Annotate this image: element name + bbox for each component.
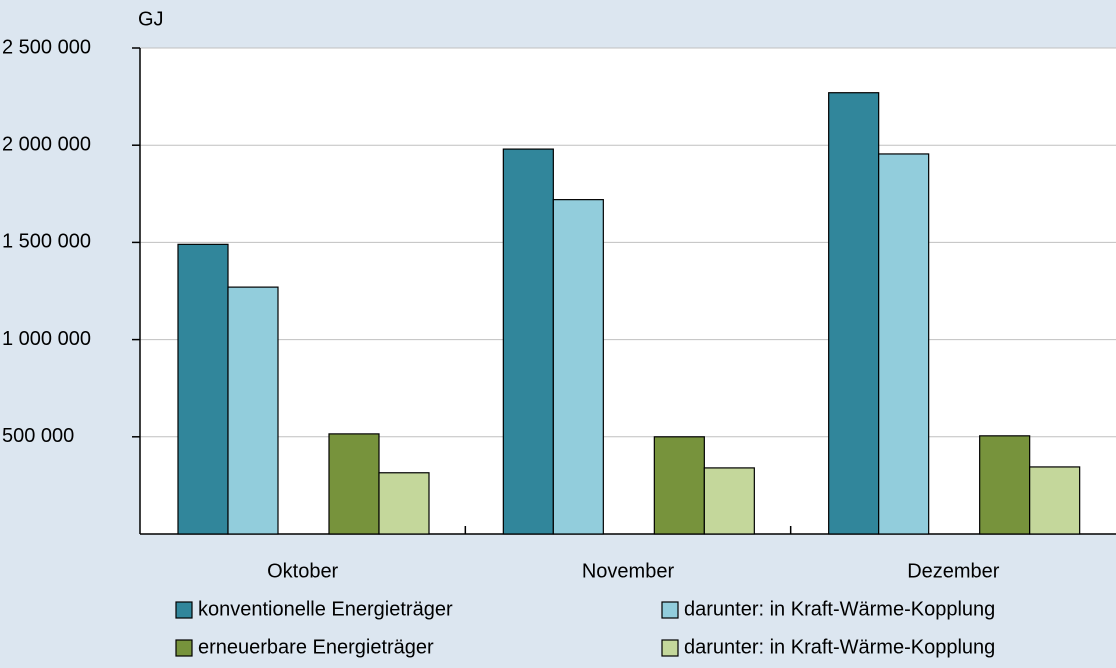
bar [177, 243, 229, 535]
y-tick-label: 1 000 000 [2, 328, 91, 350]
plot-area [140, 48, 1116, 534]
bar [653, 436, 705, 535]
bar [878, 153, 930, 535]
legend-swatch [175, 639, 193, 657]
x-tick-label: November [582, 560, 675, 582]
legend-label: darunter: in Kraft-Wärme-Kopplung [684, 636, 995, 658]
y-tick-label: 2 000 000 [2, 133, 91, 155]
legend-label: darunter: in Kraft-Wärme-Kopplung [684, 598, 995, 620]
x-tick-label: Dezember [907, 560, 1000, 582]
y-tick-label: 1 500 000 [2, 231, 91, 253]
bar [828, 92, 880, 535]
legend-swatch [175, 601, 193, 619]
legend-label: erneuerbare Energieträger [198, 636, 434, 658]
bar [227, 286, 279, 535]
bar [1029, 466, 1081, 535]
bar [979, 435, 1031, 535]
y-tick-label: 500 000 [2, 425, 74, 447]
bar [328, 433, 380, 535]
legend-label: konventionelle Energieträger [198, 598, 453, 620]
legend-swatch [661, 601, 679, 619]
bar [703, 467, 755, 535]
bar [502, 148, 554, 535]
bar [552, 199, 604, 535]
legend-swatch [661, 639, 679, 657]
y-tick-label: 2 500 000 [2, 36, 91, 58]
y-axis-unit: GJ [138, 8, 164, 30]
bar [378, 472, 430, 535]
x-tick-label: Oktober [267, 560, 338, 582]
